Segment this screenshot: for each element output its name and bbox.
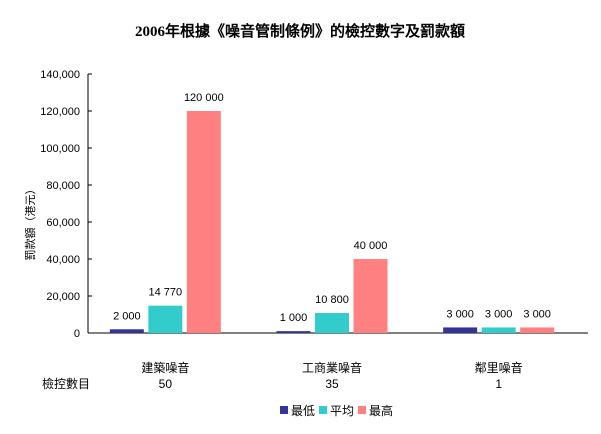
data-label: 120 000 [184, 92, 224, 104]
bar-最高 [353, 259, 388, 333]
prosecution-count: 1 [495, 377, 502, 391]
y-tick-label: 120,000 [40, 106, 80, 118]
bar-平均 [148, 305, 183, 333]
data-label: 14 770 [149, 287, 183, 299]
prosecutions-row-label: 檢控數目 [42, 376, 90, 391]
chart-title: 2006年根據《噪音管制條例》的檢控數字及罰款額 [135, 22, 465, 40]
data-label: 3 000 [485, 308, 513, 320]
bar-平均 [481, 327, 516, 333]
legend-label: 最低 [291, 404, 315, 418]
bar-最低 [276, 331, 311, 333]
y-tick-label: 20,000 [46, 291, 80, 303]
category-label: 鄰里噪音 [475, 360, 523, 375]
category-label: 工商業噪音 [302, 360, 362, 375]
bar-最高 [186, 111, 221, 333]
prosecution-count: 35 [325, 377, 339, 391]
bar-最低 [109, 329, 144, 333]
y-tick-label: 100,000 [40, 143, 80, 155]
y-tick-label: 60,000 [46, 217, 80, 229]
y-tick-label: 140,000 [40, 69, 80, 81]
data-label: 40 000 [354, 240, 388, 252]
y-tick-label: 40,000 [46, 254, 80, 266]
category-label: 建築噪音 [141, 360, 189, 375]
y-tick-label: 0 [74, 328, 80, 340]
legend-label: 最高 [369, 403, 393, 418]
data-label: 1 000 [280, 312, 308, 324]
prosecution-count: 50 [159, 377, 173, 391]
bar-最低 [443, 327, 478, 333]
legend-swatch [319, 406, 327, 414]
legend-label: 平均 [330, 404, 354, 418]
data-label: 10 800 [315, 294, 349, 306]
legend-swatch [280, 406, 288, 414]
y-tick-label: 80,000 [46, 180, 80, 192]
data-label: 3 000 [446, 308, 474, 320]
bar-最高 [520, 327, 555, 333]
legend-swatch [358, 406, 366, 414]
bar-平均 [315, 313, 349, 333]
data-label: 2 000 [113, 310, 141, 322]
data-label: 3 000 [523, 308, 551, 320]
y-axis-label: 罰款額（港元） [23, 184, 37, 261]
